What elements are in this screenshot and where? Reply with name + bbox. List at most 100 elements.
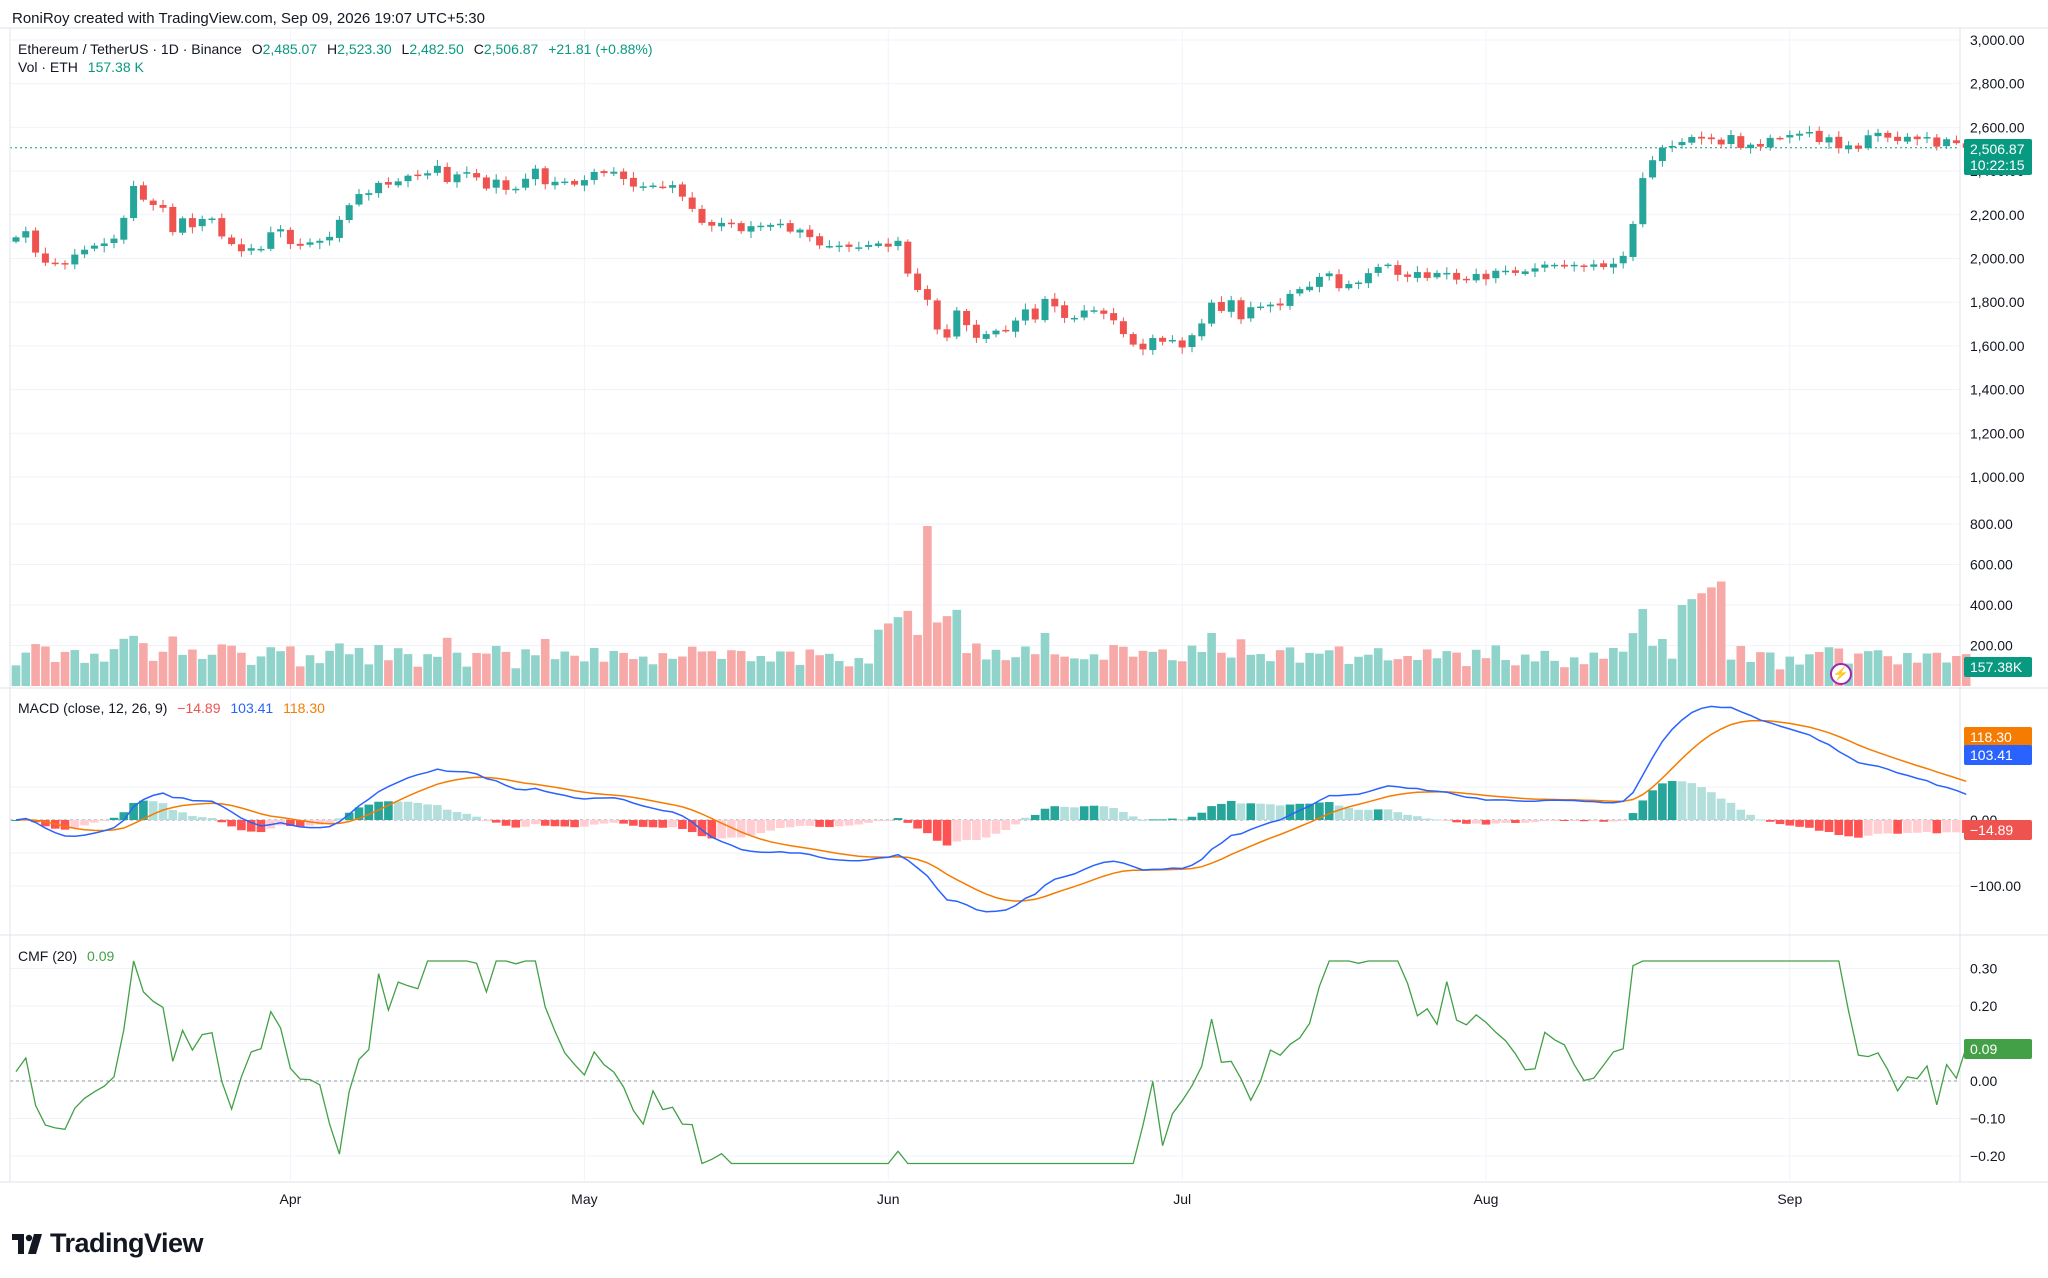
macd-histogram-bar — [1256, 803, 1265, 820]
macd-histogram-bar — [1824, 820, 1834, 832]
macd-histogram-bar — [834, 820, 844, 827]
volume-label[interactable]: Vol · ETH — [18, 59, 78, 75]
macd-histogram-bar — [403, 801, 413, 820]
macd-histogram-bar — [1932, 820, 1942, 834]
candle-body — [286, 229, 294, 245]
macd-signal-value: 118.30 — [283, 700, 325, 716]
candle-body — [139, 185, 147, 200]
volume-bar — [883, 623, 893, 686]
price-tick-label: 1,400.00 — [1970, 382, 2025, 398]
volume-bar — [1520, 654, 1530, 686]
macd-histogram-bar — [952, 820, 962, 842]
candle-body — [1374, 267, 1382, 273]
candle-body — [1364, 273, 1372, 284]
volume-bar — [139, 643, 148, 686]
volume-bar — [188, 649, 197, 686]
macd-histogram-bar — [1236, 803, 1246, 820]
volume-bar — [237, 652, 246, 686]
candle-body — [130, 185, 138, 219]
time-tick-label: May — [571, 1191, 597, 1207]
volume-bar — [923, 526, 932, 686]
cmf-line — [15, 960, 1967, 1165]
macd-histogram-bar — [1422, 818, 1432, 820]
volume-bar — [1285, 647, 1295, 686]
cmf-tick-label: 0.30 — [1970, 961, 1997, 977]
volume-bar — [31, 644, 40, 686]
lightning-icon[interactable]: ⚡ — [1830, 663, 1852, 685]
candle-body — [757, 225, 765, 228]
candle-body — [904, 241, 912, 274]
macd-histogram-bar — [188, 816, 197, 820]
volume-bar — [197, 659, 207, 686]
volume-bar — [315, 663, 325, 686]
low-label: L — [401, 41, 410, 57]
volume-bar — [609, 650, 619, 686]
price-legend: Ethereum / TetherUS · 1D · Binance O2,48… — [18, 41, 659, 57]
tradingview-logo[interactable]: TradingView — [12, 1228, 204, 1259]
macd-histogram-bar — [119, 812, 129, 820]
volume-bar — [1863, 651, 1873, 686]
macd-histogram-bar — [1364, 809, 1373, 820]
price-axis[interactable]: 3,000.002,800.002,600.002,400.002,200.00… — [1970, 32, 2025, 1164]
symbol-title[interactable]: Ethereum / TetherUS · 1D · Binance — [18, 41, 242, 57]
macd-histogram-bar — [178, 812, 187, 820]
macd-histogram-bar — [1177, 819, 1187, 821]
candle-body — [874, 243, 882, 247]
candle-body — [1560, 264, 1568, 267]
volume-bar — [717, 658, 726, 686]
macd-histogram-bar — [305, 820, 315, 826]
volume-bar — [521, 649, 530, 686]
cmf-label[interactable]: CMF (20) — [18, 948, 78, 964]
volume-bar — [1305, 652, 1314, 686]
candle-body — [1541, 264, 1549, 268]
volume-bar — [1854, 653, 1863, 686]
candle-body — [1325, 273, 1333, 277]
macd-histogram-bar — [335, 818, 344, 820]
macd-histogram-bar — [1354, 809, 1363, 820]
candle-body — [1413, 272, 1421, 278]
candle-body — [1845, 145, 1853, 150]
close-value: 2,506.87 — [483, 41, 539, 57]
volume-bar — [1011, 657, 1020, 686]
macd-histogram-bar — [482, 820, 491, 822]
macd-histogram-bar — [1707, 792, 1716, 820]
macd-histogram-bar — [1275, 805, 1285, 820]
volume-bar — [648, 664, 658, 686]
macd-histogram-bar — [1942, 820, 1951, 833]
macd-value: 103.41 — [230, 700, 274, 716]
candle-body — [394, 181, 402, 186]
volume-bar — [1511, 665, 1520, 686]
volume-bar — [1814, 651, 1824, 686]
volume-bar — [70, 650, 80, 686]
tradingview-logo-text: TradingView — [50, 1228, 204, 1258]
price-tick-label: 2,200.00 — [1970, 207, 2025, 223]
candle-body — [12, 237, 20, 242]
volume-bar — [178, 654, 187, 686]
volume-bar — [805, 649, 815, 686]
time-axis[interactable]: Apr May Jun Jul Aug Sep — [280, 1191, 1803, 1207]
volume-bar — [570, 655, 579, 686]
volume-bar — [1569, 657, 1579, 686]
macd-histogram-bar — [932, 820, 942, 841]
candle-body — [365, 193, 373, 195]
macd-histogram-bar — [1952, 820, 1961, 833]
macd-histogram-bar — [1373, 809, 1383, 820]
candle-body — [1835, 136, 1843, 149]
candle-body — [571, 180, 579, 185]
candle-body — [992, 330, 1000, 335]
candle-body — [639, 186, 647, 188]
candle-body — [659, 186, 667, 189]
macd-histogram-bar — [1775, 820, 1785, 825]
volume-bar — [962, 653, 971, 686]
macd-histogram-bar — [1736, 809, 1746, 820]
candle-body — [1521, 271, 1529, 275]
candle-body — [179, 218, 187, 233]
macd-label[interactable]: MACD (close, 12, 26, 9) — [18, 700, 168, 716]
candle-body — [453, 174, 461, 183]
time-tick-label: Aug — [1474, 1191, 1499, 1207]
macd-histogram-bar — [472, 816, 481, 820]
volume-bar — [1932, 652, 1942, 686]
candle-body — [1884, 132, 1892, 138]
candle-body — [1796, 133, 1804, 136]
